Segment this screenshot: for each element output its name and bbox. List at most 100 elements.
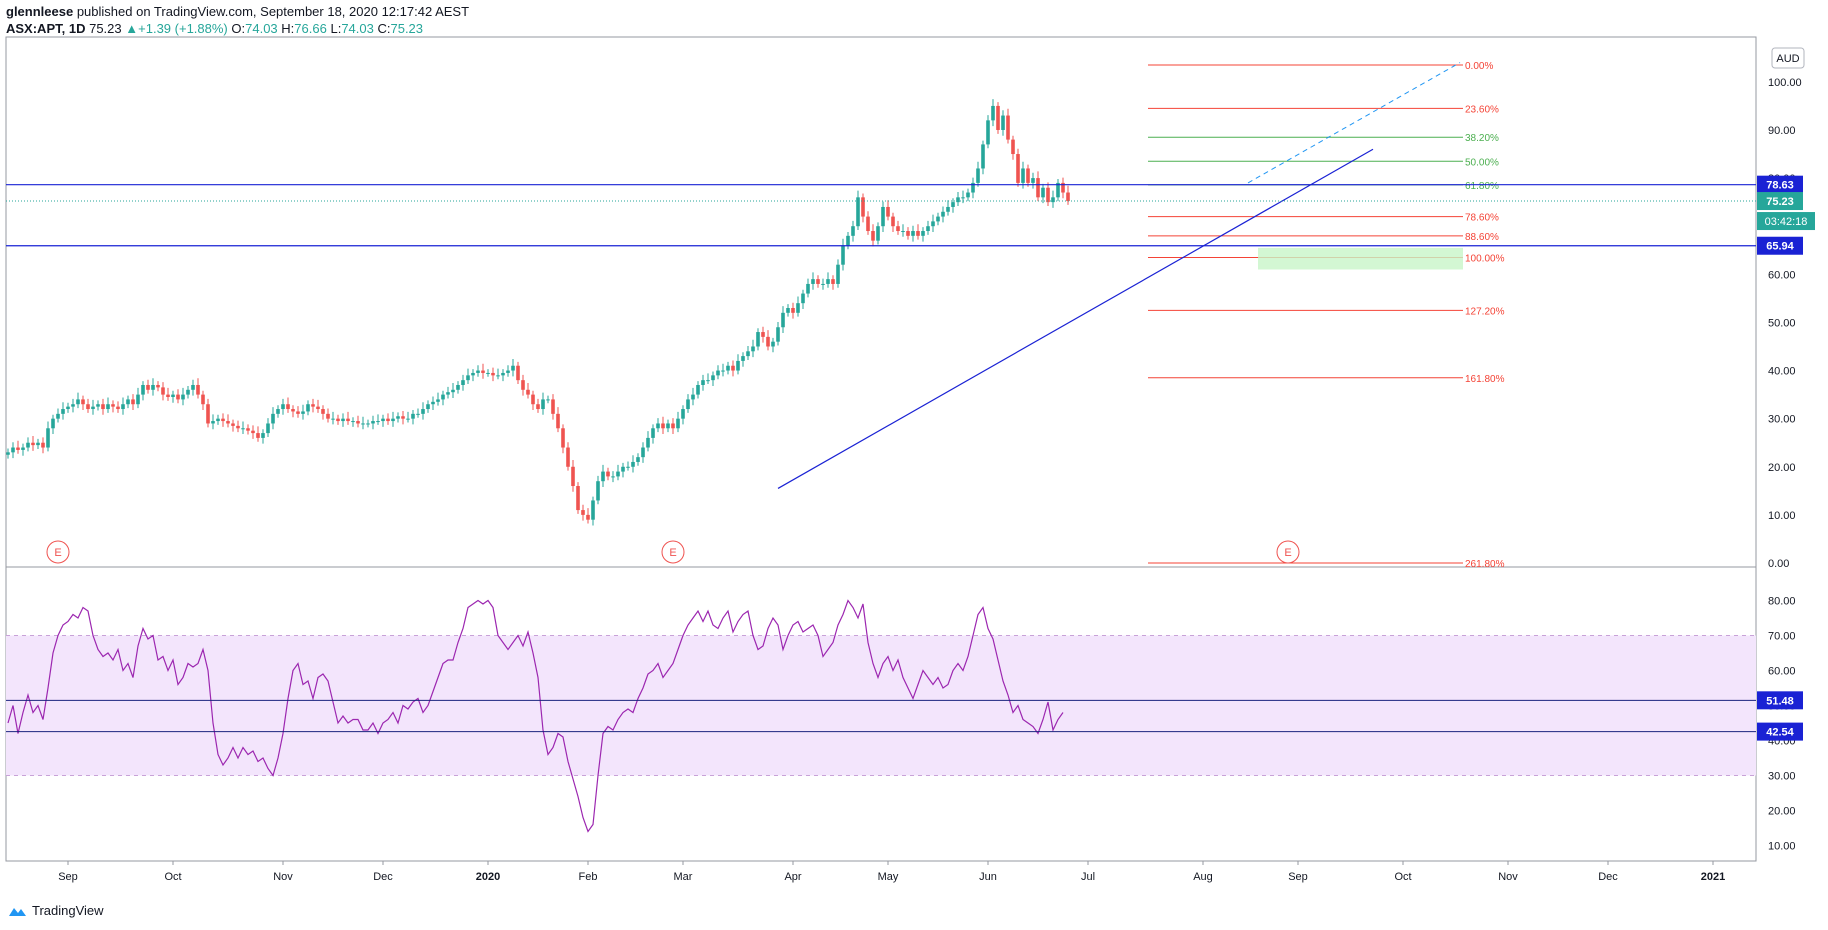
candle-body[interactable] [621,466,625,472]
candle-body[interactable] [601,471,605,482]
candle-body[interactable] [376,421,380,423]
candle-body[interactable] [521,380,525,390]
candle-body[interactable] [636,457,640,462]
candle-body[interactable] [346,418,350,422]
candle-body[interactable] [166,394,170,398]
candle-body[interactable] [851,226,855,236]
candle-body[interactable] [576,486,580,511]
candle-body[interactable] [201,394,205,405]
candle-body[interactable] [321,409,325,414]
candle-body[interactable] [511,365,515,371]
candle-body[interactable] [51,418,55,429]
publisher-name[interactable]: glennleese [6,4,74,19]
candle-body[interactable] [156,384,160,388]
candle-body[interactable] [641,447,645,458]
candle-body[interactable] [401,416,405,419]
candle-body[interactable] [191,384,195,390]
candle-body[interactable] [921,231,925,236]
candle-body[interactable] [446,392,450,395]
candle-body[interactable] [216,418,220,422]
candle-body[interactable] [786,307,790,313]
candle-body[interactable] [616,471,620,477]
candle-body[interactable] [571,466,575,487]
earnings-marker-icon[interactable] [46,540,70,564]
horizontal-levels[interactable] [6,184,1756,733]
candle-body[interactable] [566,447,570,467]
candle-body[interactable] [341,418,345,422]
candle-body[interactable] [386,418,390,422]
candle-body[interactable] [111,404,115,407]
candle-body[interactable] [646,437,650,448]
candle-body[interactable] [391,418,395,422]
candle-body[interactable] [251,430,255,434]
candle-body[interactable] [241,428,245,430]
candle-body[interactable] [301,411,305,414]
candle-body[interactable] [221,418,225,422]
candle-body[interactable] [631,461,635,467]
candle-body[interactable] [1026,168,1030,183]
candle-body[interactable] [586,514,590,520]
candle-body[interactable] [736,360,740,371]
candle-body[interactable] [666,423,670,429]
candle-body[interactable] [161,387,165,395]
candle-body[interactable] [821,283,825,285]
candle-body[interactable] [726,365,730,371]
candle-body[interactable] [96,404,100,407]
tradingview-logo[interactable]: TradingView [6,903,104,918]
candle-body[interactable] [281,404,285,410]
candle-body[interactable] [1006,115,1010,140]
candle-body[interactable] [76,399,80,405]
candle-body[interactable] [431,401,435,405]
candle-body[interactable] [41,442,45,448]
candle-body[interactable] [831,279,835,284]
candle-body[interactable] [306,404,310,412]
candle-body[interactable] [1066,192,1070,202]
candle-body[interactable] [11,447,15,453]
candle-body[interactable] [866,216,870,232]
earnings-marker-icon[interactable] [661,540,685,564]
candle-body[interactable] [226,421,230,424]
candle-body[interactable] [456,384,460,390]
candle-body[interactable] [971,182,975,193]
candle-body[interactable] [1051,197,1055,203]
candle-body[interactable] [436,399,440,402]
candle-body[interactable] [941,211,945,217]
candle-body[interactable] [136,394,140,405]
candle-body[interactable] [501,372,505,376]
rsi-series-line[interactable] [7,599,1064,833]
candle-body[interactable] [881,206,885,227]
candle-body[interactable] [806,283,810,294]
candle-body[interactable] [791,307,795,313]
candle-body[interactable] [1001,115,1005,130]
candle-body[interactable] [691,394,695,400]
candle-body[interactable] [841,245,845,265]
candle-body[interactable] [761,332,765,337]
candle-body[interactable] [1016,154,1020,183]
candle-body[interactable] [596,481,600,501]
candle-body[interactable] [361,423,365,425]
candle-body[interactable] [416,413,420,415]
candle-body[interactable] [131,399,135,405]
candle-body[interactable] [246,428,250,431]
candle-body[interactable] [916,231,920,236]
candle-body[interactable] [441,394,445,400]
candle-body[interactable] [966,192,970,198]
candle-body[interactable] [976,168,980,183]
candle-body[interactable] [491,372,495,376]
candle-body[interactable] [466,375,470,381]
candle-body[interactable] [711,375,715,381]
candle-body[interactable] [186,389,190,395]
candle-body[interactable] [371,421,375,424]
candle-body[interactable] [6,452,10,455]
candle-body[interactable] [926,226,930,232]
candle-body[interactable] [996,105,1000,130]
candle-body[interactable] [651,428,655,438]
candle-body[interactable] [481,370,485,373]
candle-body[interactable] [1011,139,1015,155]
candle-body[interactable] [266,423,270,434]
chart-canvas[interactable]: 0.00% 23.60% 38.20% 50.00% 61.80% 78.60% 88.60… [0,0,1828,900]
candle-body[interactable] [961,197,965,199]
candle-body[interactable] [56,413,60,419]
candle-body[interactable] [151,384,155,390]
